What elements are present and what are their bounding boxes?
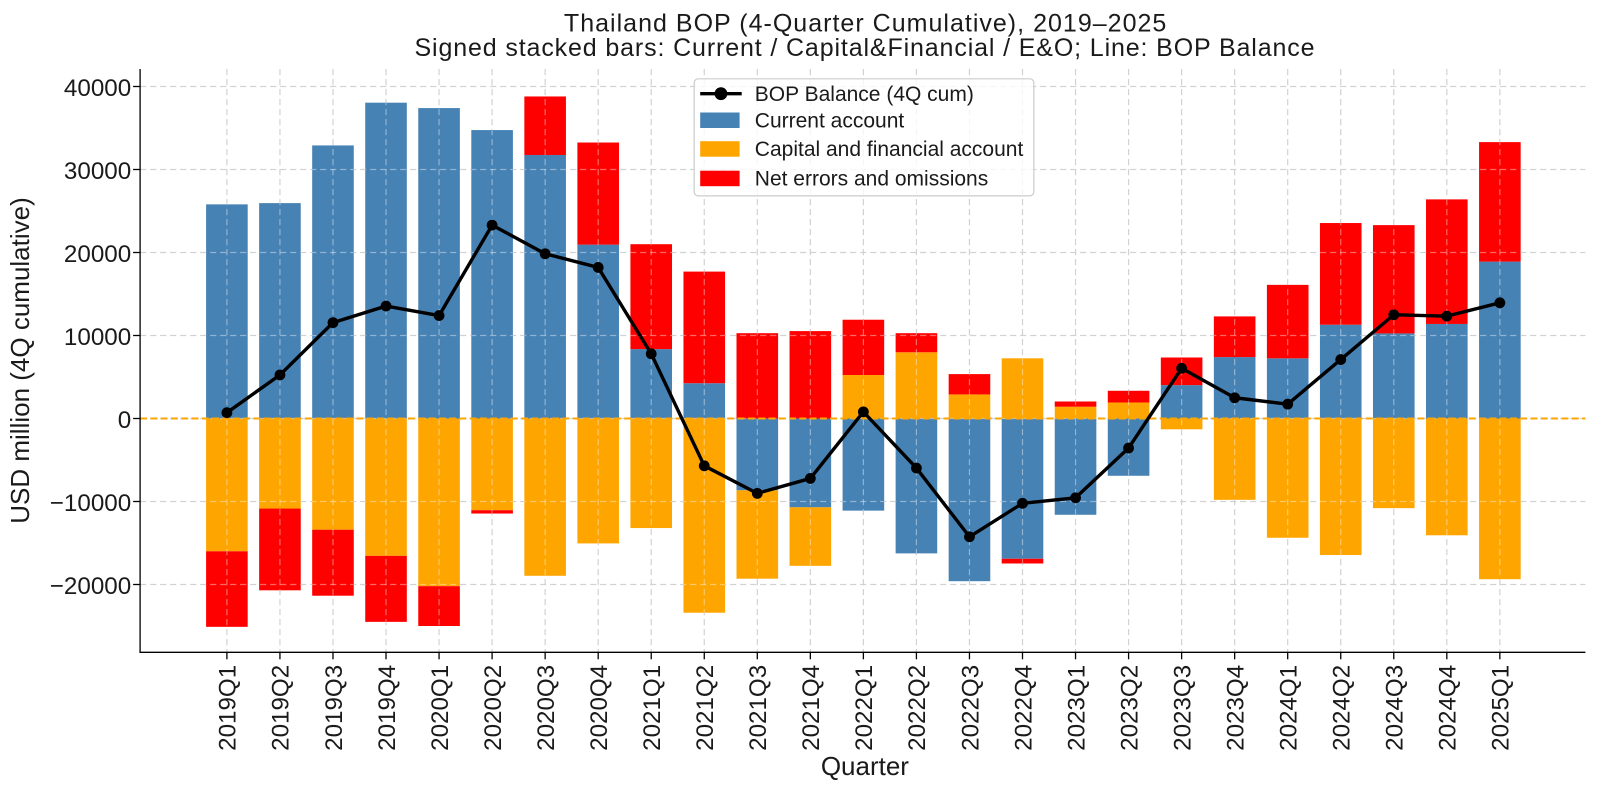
svg-text:20000: 20000 (64, 241, 131, 268)
svg-text:USD million (4Q cumulative): USD million (4Q cumulative) (5, 197, 35, 524)
svg-text:2023Q2: 2023Q2 (1116, 665, 1143, 751)
svg-text:2020Q1: 2020Q1 (427, 665, 454, 751)
svg-text:2023Q3: 2023Q3 (1169, 665, 1196, 751)
svg-text:2024Q2: 2024Q2 (1329, 665, 1356, 751)
svg-text:2021Q4: 2021Q4 (798, 665, 825, 751)
svg-text:2024Q4: 2024Q4 (1435, 665, 1462, 751)
svg-text:2022Q3: 2022Q3 (957, 665, 984, 751)
svg-text:Net errors and omissions: Net errors and omissions (755, 168, 988, 191)
svg-text:2019Q3: 2019Q3 (321, 665, 348, 751)
svg-text:2022Q1: 2022Q1 (851, 665, 878, 751)
svg-text:Signed stacked bars: Current /: Signed stacked bars: Current / Capital&F… (415, 34, 1315, 62)
svg-text:2019Q4: 2019Q4 (374, 665, 401, 751)
svg-text:40000: 40000 (64, 75, 131, 102)
svg-text:2020Q2: 2020Q2 (480, 665, 507, 751)
svg-text:2024Q1: 2024Q1 (1276, 665, 1303, 751)
svg-text:2023Q1: 2023Q1 (1063, 665, 1090, 751)
svg-text:2021Q1: 2021Q1 (639, 665, 666, 751)
svg-text:2022Q2: 2022Q2 (904, 665, 931, 751)
svg-text:−10000: −10000 (50, 490, 131, 517)
svg-text:2025Q1: 2025Q1 (1488, 665, 1515, 751)
svg-text:2022Q4: 2022Q4 (1010, 665, 1037, 751)
svg-text:2021Q2: 2021Q2 (692, 665, 719, 751)
svg-text:Thailand BOP (4-Quarter Cumula: Thailand BOP (4-Quarter Cumulative), 201… (564, 9, 1166, 37)
svg-text:10000: 10000 (64, 324, 131, 351)
svg-text:2020Q4: 2020Q4 (586, 665, 613, 751)
svg-text:2019Q1: 2019Q1 (215, 665, 242, 751)
svg-text:2020Q3: 2020Q3 (533, 665, 560, 751)
svg-text:Capital and financial account: Capital and financial account (755, 138, 1024, 161)
svg-text:2019Q2: 2019Q2 (268, 665, 295, 751)
svg-text:BOP Balance (4Q cum): BOP Balance (4Q cum) (755, 83, 974, 106)
svg-text:2024Q3: 2024Q3 (1382, 665, 1409, 751)
svg-text:−20000: −20000 (50, 573, 131, 600)
svg-text:0: 0 (118, 407, 131, 434)
svg-text:2023Q4: 2023Q4 (1222, 665, 1249, 751)
svg-text:Current account: Current account (755, 110, 905, 133)
svg-text:30000: 30000 (64, 158, 131, 185)
svg-text:Quarter: Quarter (821, 751, 909, 781)
svg-text:2021Q3: 2021Q3 (745, 665, 772, 751)
